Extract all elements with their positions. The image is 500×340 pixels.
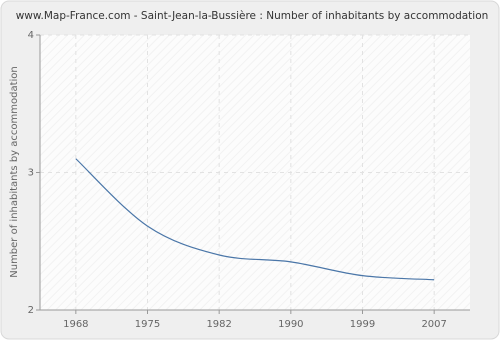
x-tick-label: 2007 — [421, 319, 446, 330]
y-axis-label: Number of inhabitants by accommodation — [9, 66, 20, 278]
x-tick-label: 1982 — [206, 319, 231, 330]
x-tick-label: 1975 — [135, 319, 160, 330]
y-tick-label: 3 — [28, 168, 34, 179]
x-tick-label: 1999 — [350, 319, 375, 330]
y-tick-label: 4 — [28, 30, 34, 41]
line-series — [75, 158, 435, 281]
x-tick-label: 1968 — [63, 319, 88, 330]
chart-title: www.Map-France.com - Saint-Jean-la-Bussi… — [16, 10, 489, 22]
y-tick-label: 2 — [28, 305, 34, 316]
x-tick-label: 1990 — [278, 319, 303, 330]
plot-area — [40, 35, 470, 310]
